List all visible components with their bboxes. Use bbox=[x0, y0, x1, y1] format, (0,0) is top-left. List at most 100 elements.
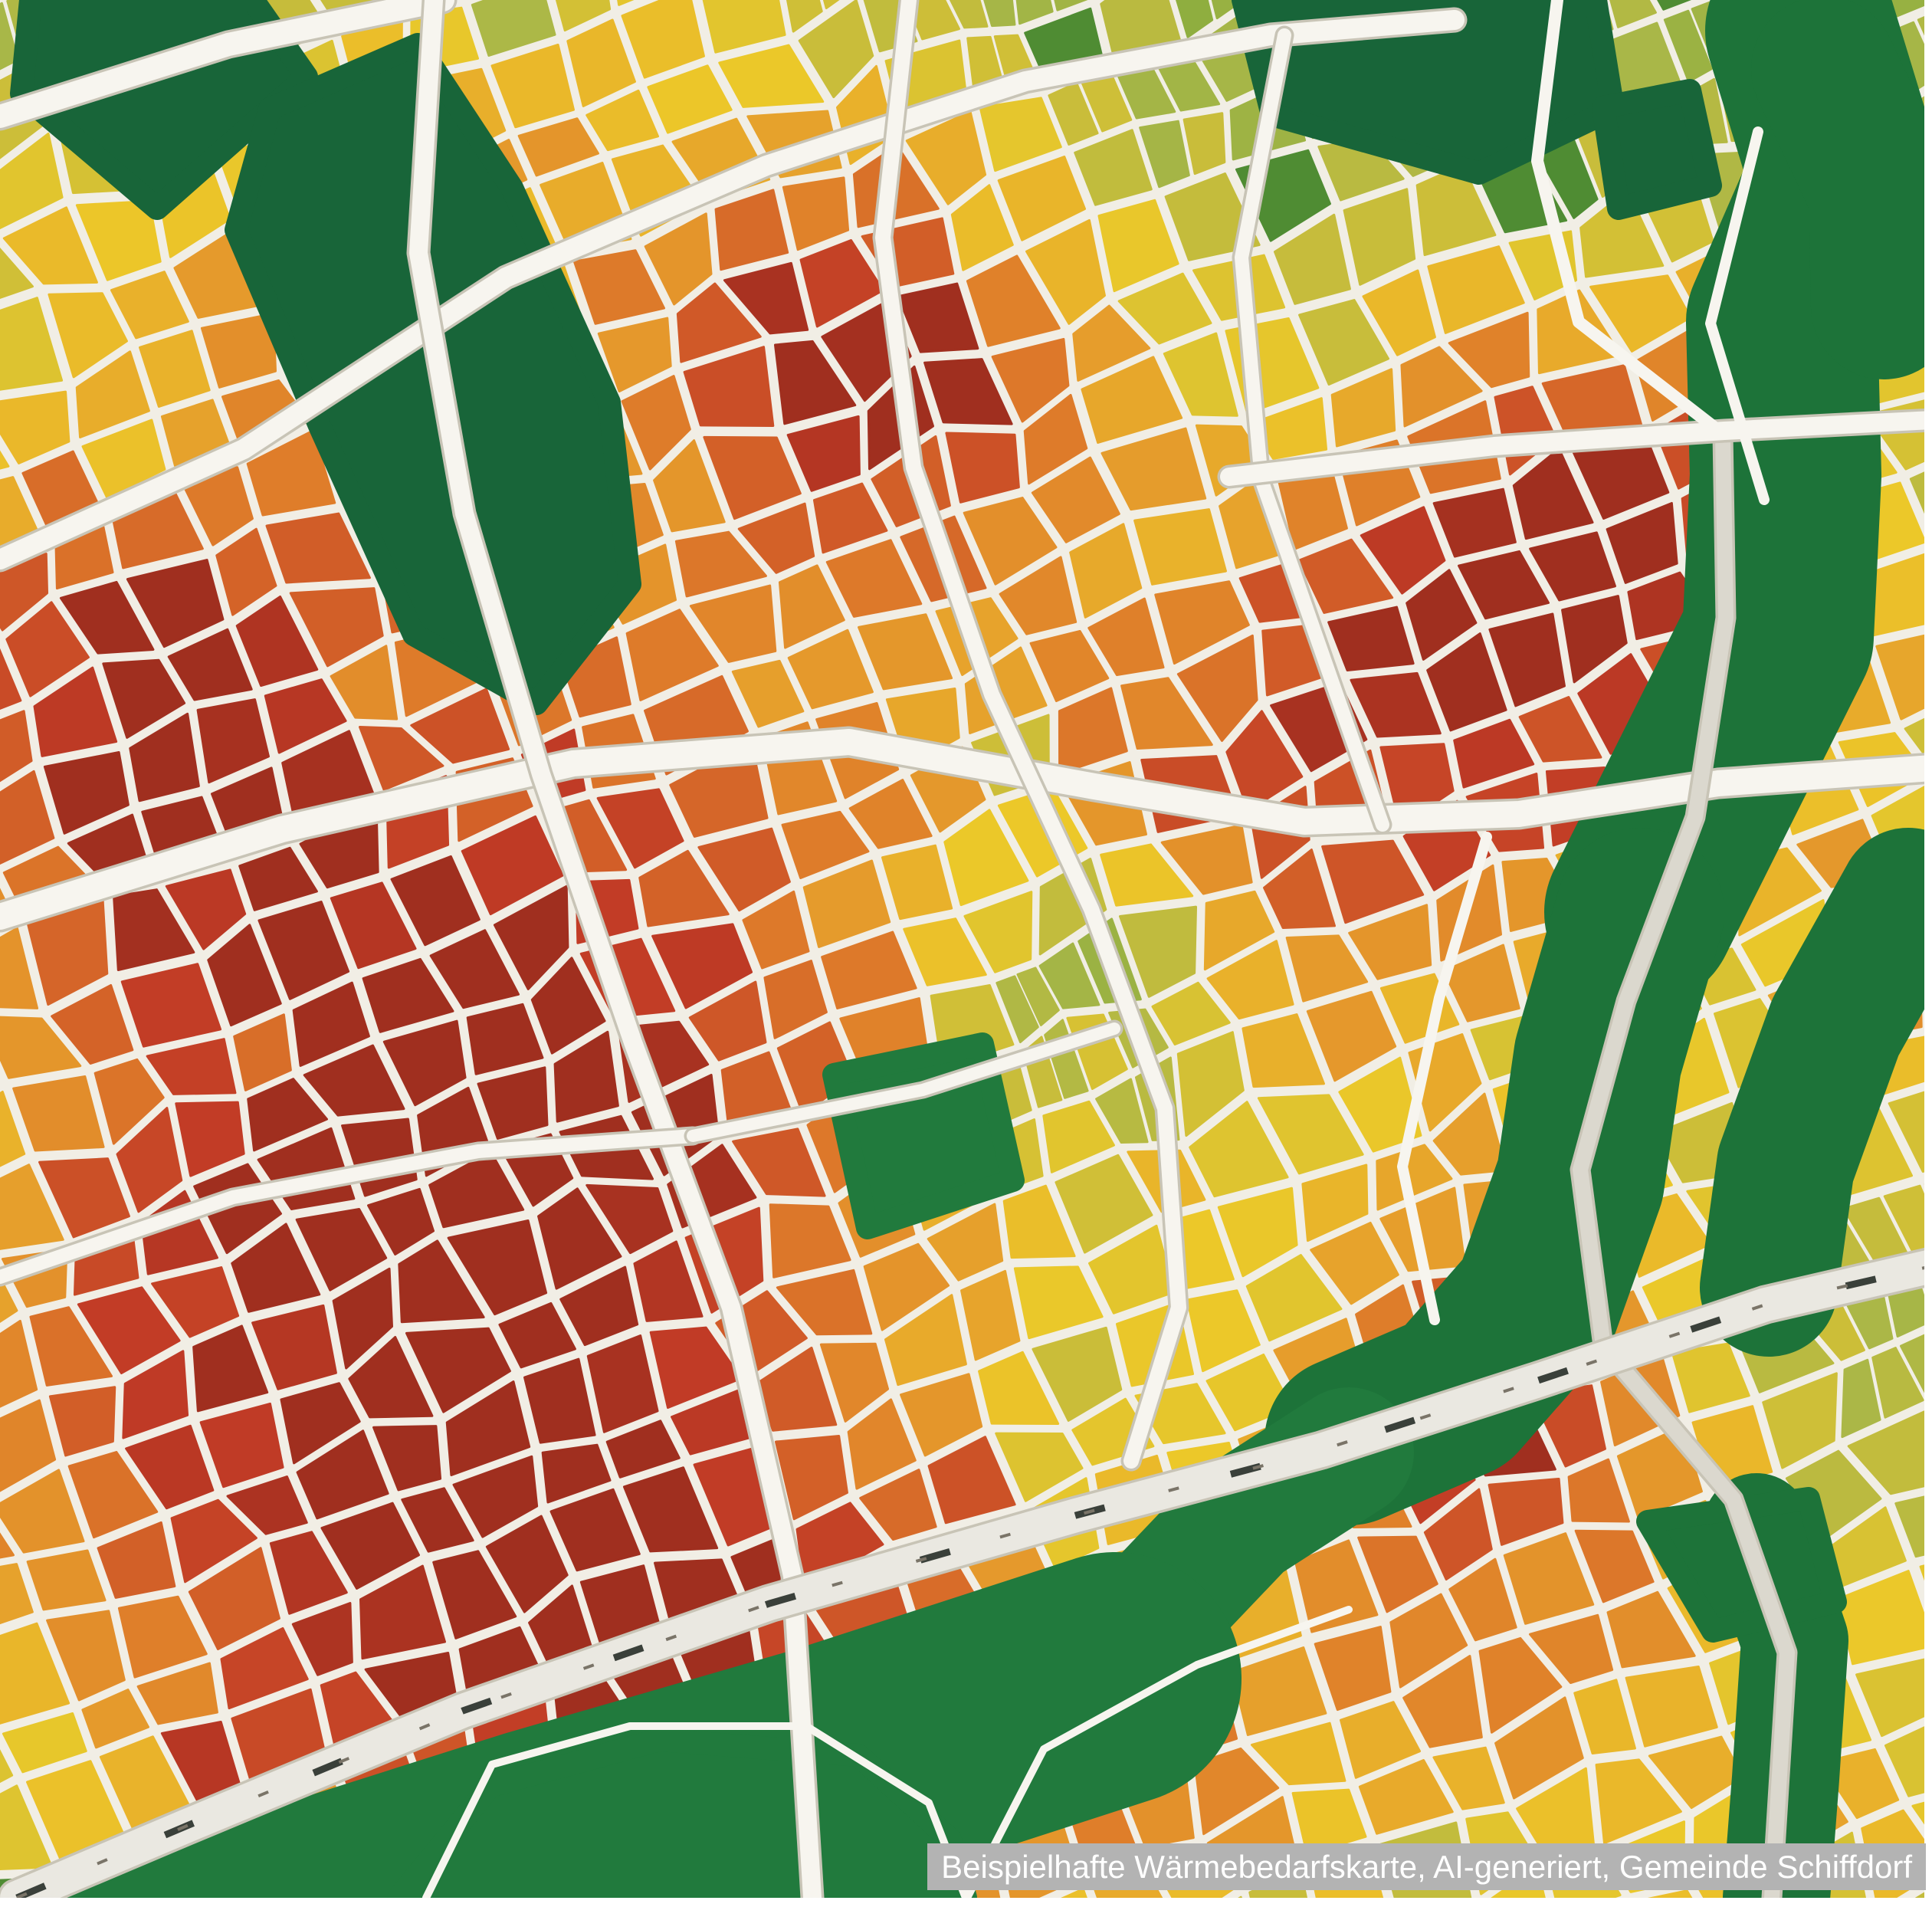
parcel bbox=[1360, 506, 1446, 595]
parcel bbox=[59, 580, 155, 655]
parcel bbox=[1163, 332, 1238, 417]
parcel bbox=[264, 678, 347, 754]
road-river-gray bbox=[1573, 426, 1795, 1898]
parcel bbox=[251, 1304, 337, 1390]
parcel bbox=[1647, 1889, 1693, 1898]
parcel bbox=[67, 1451, 159, 1539]
parcel bbox=[621, 375, 691, 471]
parcel bbox=[1176, 634, 1258, 742]
parcel bbox=[295, 1207, 388, 1292]
parcel bbox=[1061, 1888, 1087, 1898]
parcel bbox=[1206, 940, 1294, 1020]
parcel bbox=[296, 1429, 389, 1520]
parcel bbox=[1855, 1658, 1924, 1738]
parcel bbox=[978, 1351, 1060, 1425]
parcel bbox=[825, 539, 923, 618]
parcel bbox=[410, 688, 510, 764]
parcel bbox=[732, 1127, 826, 1197]
parcel bbox=[1251, 1722, 1346, 1786]
parcel bbox=[1348, 904, 1432, 980]
parcel bbox=[146, 1038, 237, 1095]
parcel bbox=[125, 1424, 215, 1510]
parcel bbox=[220, 1626, 309, 1710]
parcel bbox=[0, 1622, 71, 1725]
parcel bbox=[945, 432, 1020, 504]
parcel bbox=[1081, 356, 1183, 444]
parcel bbox=[77, 1286, 181, 1374]
parcel bbox=[445, 1380, 531, 1476]
parcel bbox=[117, 1595, 208, 1679]
parcel bbox=[621, 0, 705, 79]
parcel bbox=[1100, 843, 1194, 907]
parcel bbox=[490, 43, 575, 129]
parcel bbox=[897, 282, 979, 353]
parcel bbox=[769, 1203, 851, 1278]
parcel bbox=[638, 849, 730, 927]
parcel bbox=[1002, 1184, 1076, 1259]
parcel bbox=[1442, 944, 1520, 1022]
parcel bbox=[1023, 393, 1088, 485]
parcel bbox=[774, 1434, 848, 1521]
parcel bbox=[1042, 1100, 1115, 1173]
parcel bbox=[398, 1239, 485, 1324]
parcel bbox=[821, 931, 917, 1009]
parcel bbox=[280, 1382, 361, 1465]
parcel bbox=[1310, 1221, 1399, 1305]
parcel bbox=[633, 1240, 704, 1322]
parcel bbox=[81, 1689, 149, 1749]
parcel bbox=[923, 358, 1013, 425]
parcel bbox=[1426, 632, 1507, 732]
parcel bbox=[477, 1066, 549, 1140]
parcel bbox=[136, 1662, 218, 1725]
parcel bbox=[0, 133, 64, 229]
parcel bbox=[1357, 1535, 1438, 1613]
parcel bbox=[858, 613, 953, 691]
path-river-top bbox=[1705, 126, 1770, 505]
parcel bbox=[0, 297, 64, 391]
parcel bbox=[1054, 0, 1088, 11]
parcel bbox=[1561, 595, 1628, 684]
parcel bbox=[1151, 981, 1231, 1045]
parcel bbox=[428, 1150, 525, 1229]
parcel bbox=[447, 1219, 548, 1316]
parcel bbox=[332, 1267, 394, 1370]
parcel bbox=[0, 1563, 34, 1625]
parcel bbox=[1032, 1326, 1123, 1422]
parcel bbox=[963, 497, 1058, 586]
parcel bbox=[859, 1469, 937, 1541]
parcel bbox=[1529, 531, 1616, 602]
parcel bbox=[553, 1030, 619, 1123]
parcel bbox=[605, 1420, 681, 1479]
parcel bbox=[401, 1487, 474, 1553]
parcel bbox=[523, 1357, 596, 1444]
parcel bbox=[0, 1016, 82, 1079]
parcel bbox=[2, 206, 98, 285]
parcel bbox=[97, 1521, 176, 1599]
parcel bbox=[0, 1532, 15, 1559]
parcel bbox=[1663, 9, 1713, 83]
parcel bbox=[116, 1107, 183, 1213]
parcel bbox=[265, 512, 371, 584]
parcel bbox=[718, 44, 825, 108]
parcel bbox=[43, 751, 130, 835]
parcel bbox=[0, 1319, 38, 1408]
parcel bbox=[1273, 213, 1351, 305]
parcel bbox=[207, 924, 282, 1027]
parcel bbox=[1432, 487, 1517, 558]
parcel bbox=[714, 189, 789, 271]
parcel bbox=[1448, 1557, 1517, 1642]
parcel bbox=[1245, 1254, 1343, 1342]
parcel bbox=[1657, 0, 1692, 11]
parcel bbox=[405, 1327, 511, 1413]
parcel bbox=[781, 810, 870, 879]
river-branch-right bbox=[1700, 828, 1924, 1357]
parcel bbox=[1120, 677, 1213, 750]
parcel bbox=[1567, 1458, 1630, 1523]
parcel bbox=[110, 271, 189, 340]
parcel bbox=[689, 584, 777, 663]
parcel bbox=[979, 97, 1062, 172]
parcel bbox=[674, 530, 767, 598]
parcel bbox=[1528, 1613, 1614, 1685]
